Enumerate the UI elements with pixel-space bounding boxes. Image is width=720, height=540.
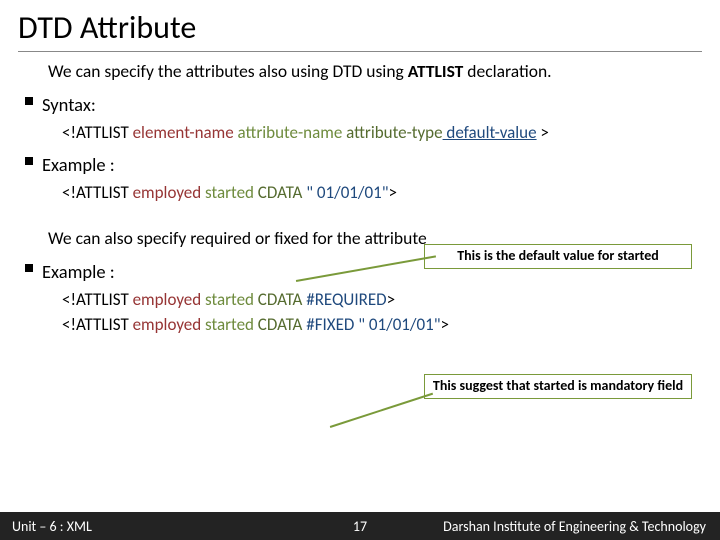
syntax-line: <!ATTLIST element-name attribute-name at… [42, 122, 690, 143]
bullet-icon [25, 157, 33, 165]
bullet-icon [25, 97, 33, 105]
bullet-icon [25, 264, 33, 272]
intro-text: We can specify the attributes also using… [42, 60, 690, 83]
syntax-label: Syntax: [42, 93, 96, 116]
ex1-p6: > [389, 182, 397, 203]
ex2b-p2: employed [133, 314, 202, 335]
content-area: We can specify the attributes also using… [0, 60, 720, 335]
example2b-line: <!ATTLIST employed started CDATA #FIXED … [42, 314, 690, 335]
callout-default-value: This is the default value for started [424, 244, 692, 269]
footer-unit: Unit – 6 : XML [0, 518, 92, 535]
ex2b-p5: #FIXED [306, 314, 354, 335]
slide-title: DTD Attribute [0, 0, 720, 51]
ex2b-p6: " 01/01/01" [354, 314, 440, 335]
syntax-p2: element-name [133, 122, 234, 143]
syntax-p1: <!ATTLIST [62, 122, 133, 143]
syntax-p6: > [537, 122, 549, 143]
syntax-p5: default-value [443, 122, 537, 143]
ex2a-p3: started [201, 289, 254, 310]
callout-line-2 [330, 393, 433, 428]
syntax-heading: Syntax: [42, 93, 690, 116]
ex2b-p4: CDATA [254, 314, 306, 335]
example1-heading: Example : [42, 153, 690, 176]
intro-bold: ATTLIST [408, 60, 464, 82]
ex1-p2: employed [133, 182, 202, 203]
ex1-p1: <!ATTLIST [62, 182, 133, 203]
ex2a-p5: #REQUIRED [306, 289, 386, 310]
syntax-p3: attribute-name [234, 122, 343, 143]
example-label: Example : [42, 153, 115, 176]
ex1-p4: CDATA [254, 182, 302, 203]
ex2a-p6: > [387, 289, 395, 310]
slide-footer: Unit – 6 : XML 17 Darshan Institute of E… [0, 512, 720, 540]
example1-line: <!ATTLIST employed started CDATA " 01/01… [42, 182, 690, 203]
callout-mandatory: This suggest that started is mandatory f… [424, 374, 692, 399]
ex2a-p1: <!ATTLIST [62, 289, 133, 310]
ex2a-p4: CDATA [254, 289, 306, 310]
ex2a-p2: employed [133, 289, 202, 310]
title-underline [18, 51, 702, 52]
example2a-line: <!ATTLIST employed started CDATA #REQUIR… [42, 289, 690, 310]
footer-page-number: 17 [353, 518, 367, 535]
example2-label: Example : [42, 260, 115, 283]
footer-institute: Darshan Institute of Engineering & Techn… [443, 518, 720, 535]
ex1-p5: " 01/01/01" [302, 182, 388, 203]
ex1-p3: started [201, 182, 254, 203]
syntax-p4: attribute-type [342, 122, 442, 143]
ex2b-p1: <!ATTLIST [62, 314, 133, 335]
ex2b-p7: > [441, 314, 449, 335]
ex2b-p3: started [201, 314, 254, 335]
